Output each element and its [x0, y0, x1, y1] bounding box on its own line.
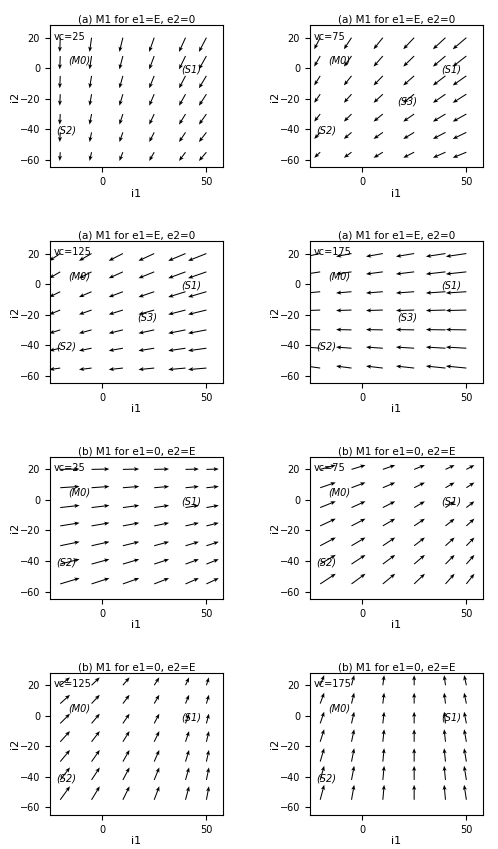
- Text: (M0): (M0): [69, 56, 91, 65]
- Text: (S1): (S1): [181, 281, 201, 290]
- Text: (S1): (S1): [181, 712, 201, 722]
- X-axis label: i1: i1: [131, 404, 141, 414]
- Text: (S2): (S2): [56, 773, 76, 784]
- Text: vc=75: vc=75: [314, 464, 346, 473]
- Y-axis label: i2: i2: [269, 92, 279, 102]
- X-axis label: i1: i1: [391, 188, 401, 199]
- Text: (S3): (S3): [397, 97, 417, 107]
- Text: vc=125: vc=125: [54, 679, 92, 689]
- Text: (M0): (M0): [329, 487, 351, 498]
- Title: (b) M1 for e1=0, e2=E: (b) M1 for e1=0, e2=E: [78, 447, 195, 457]
- Text: (S2): (S2): [56, 558, 76, 568]
- Text: (M0): (M0): [329, 272, 351, 282]
- Text: vc=175: vc=175: [314, 679, 352, 689]
- Y-axis label: i2: i2: [9, 523, 19, 533]
- Text: (S2): (S2): [316, 773, 336, 784]
- Text: vc=25: vc=25: [54, 31, 86, 42]
- Title: (a) M1 for e1=E, e2=0: (a) M1 for e1=E, e2=0: [338, 231, 455, 240]
- Text: (S2): (S2): [316, 342, 336, 351]
- Title: (b) M1 for e1=0, e2=E: (b) M1 for e1=0, e2=E: [338, 662, 455, 672]
- Text: (M0): (M0): [329, 56, 351, 65]
- Text: vc=125: vc=125: [54, 247, 92, 257]
- Text: (S2): (S2): [56, 126, 76, 136]
- Text: vc=75: vc=75: [314, 31, 346, 42]
- Y-axis label: i2: i2: [269, 739, 279, 749]
- Y-axis label: i2: i2: [269, 307, 279, 318]
- Text: (S1): (S1): [441, 712, 461, 722]
- Text: (S2): (S2): [56, 342, 76, 351]
- Text: (S1): (S1): [441, 497, 461, 507]
- Title: (a) M1 for e1=E, e2=0: (a) M1 for e1=E, e2=0: [78, 231, 195, 240]
- Text: (M0): (M0): [69, 487, 91, 498]
- Y-axis label: i2: i2: [9, 739, 19, 749]
- Text: (S1): (S1): [441, 65, 461, 75]
- Text: (S2): (S2): [316, 126, 336, 136]
- Text: (S2): (S2): [316, 558, 336, 568]
- Text: (S3): (S3): [397, 312, 417, 323]
- X-axis label: i1: i1: [391, 836, 401, 846]
- Text: (M0): (M0): [329, 703, 351, 713]
- Text: (S1): (S1): [441, 281, 461, 290]
- Text: vc=25: vc=25: [54, 464, 86, 473]
- Title: (b) M1 for e1=0, e2=E: (b) M1 for e1=0, e2=E: [338, 447, 455, 457]
- Text: (S3): (S3): [137, 312, 157, 323]
- X-axis label: i1: i1: [131, 188, 141, 199]
- Text: (M0): (M0): [69, 272, 91, 282]
- Title: (a) M1 for e1=E, e2=0: (a) M1 for e1=E, e2=0: [78, 14, 195, 25]
- Text: (M0): (M0): [69, 703, 91, 713]
- Text: (S1): (S1): [181, 497, 201, 507]
- Y-axis label: i2: i2: [9, 92, 19, 102]
- Text: (S1): (S1): [181, 65, 201, 75]
- Title: (b) M1 for e1=0, e2=E: (b) M1 for e1=0, e2=E: [78, 662, 195, 672]
- X-axis label: i1: i1: [391, 621, 401, 630]
- X-axis label: i1: i1: [131, 836, 141, 846]
- Title: (a) M1 for e1=E, e2=0: (a) M1 for e1=E, e2=0: [338, 14, 455, 25]
- X-axis label: i1: i1: [391, 404, 401, 414]
- Text: vc=175: vc=175: [314, 247, 352, 257]
- Y-axis label: i2: i2: [9, 307, 19, 318]
- X-axis label: i1: i1: [131, 621, 141, 630]
- Y-axis label: i2: i2: [269, 523, 279, 533]
